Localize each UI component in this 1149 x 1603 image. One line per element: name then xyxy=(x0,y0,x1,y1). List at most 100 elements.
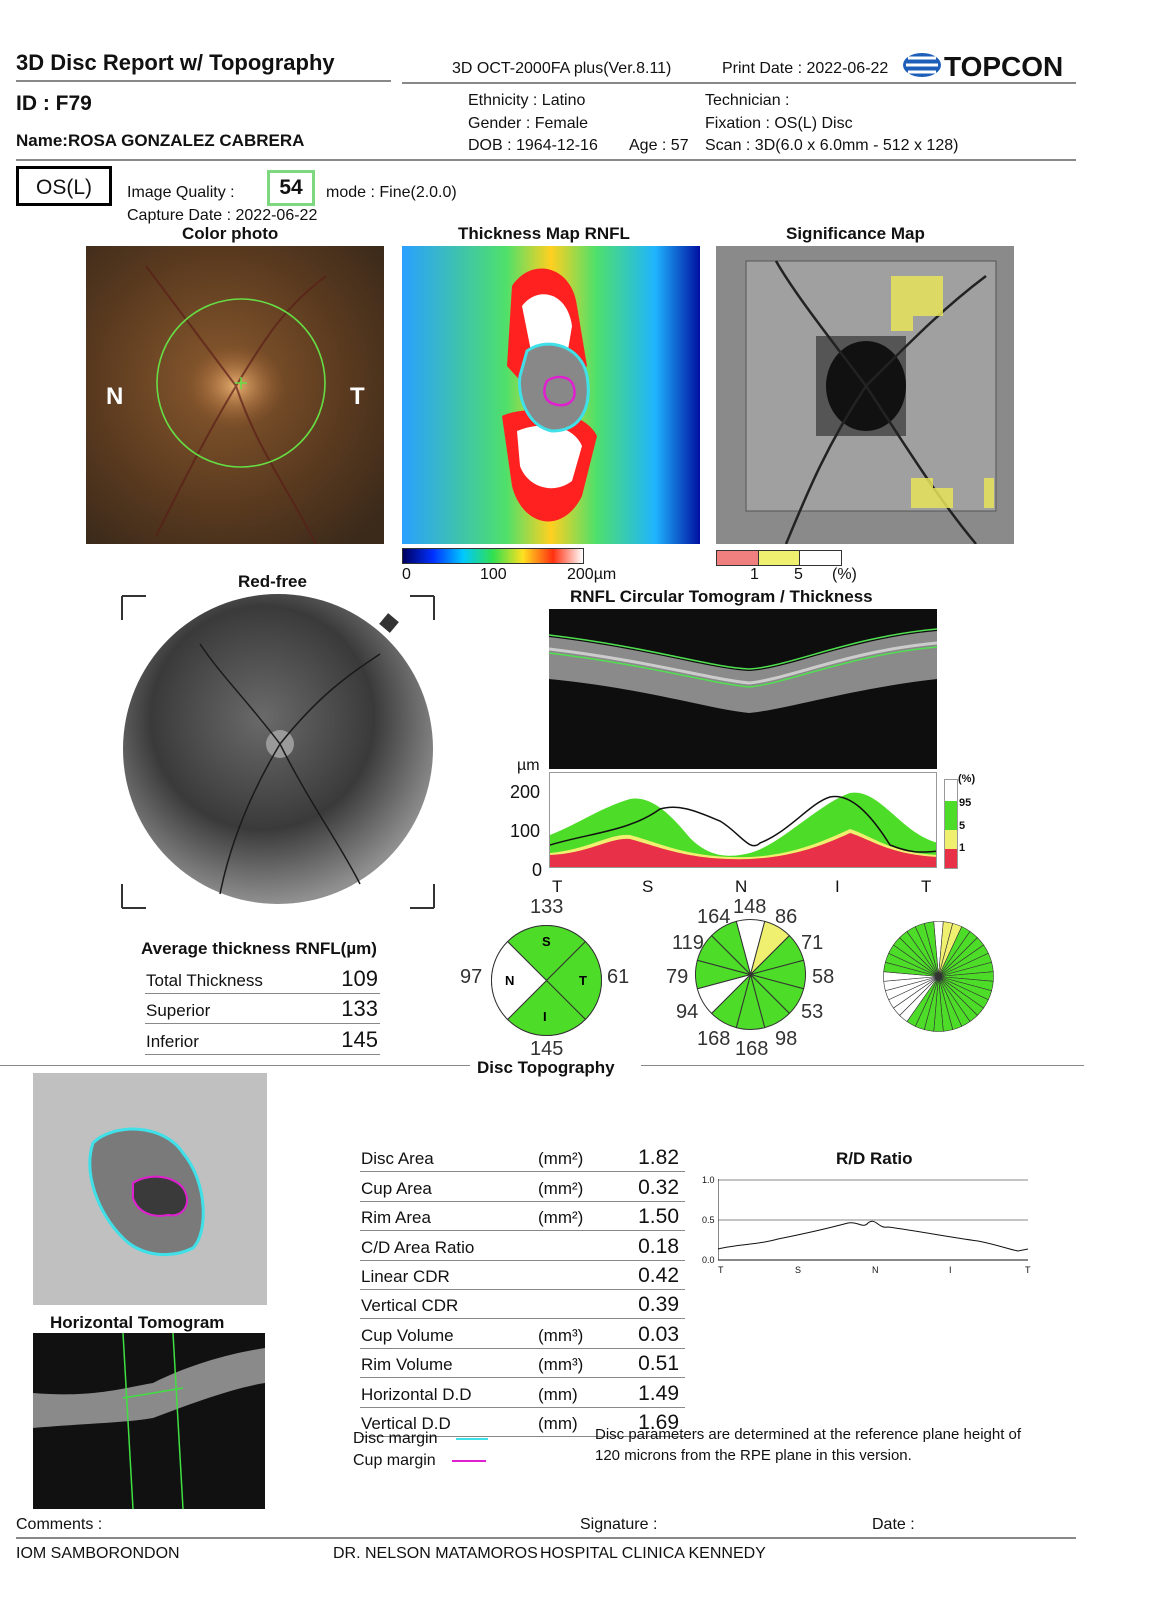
disc-margin-line xyxy=(456,1438,488,1440)
disc-param-label: Vertical D.D xyxy=(361,1413,451,1433)
svg-text:TOPCON: TOPCON xyxy=(944,51,1063,82)
disc-topography-title: Disc Topography xyxy=(477,1058,615,1077)
graph-xtick-t2: T xyxy=(921,877,932,896)
disc-param-value: 0.51 xyxy=(638,1352,679,1376)
disc-param-unit: (mm²) xyxy=(538,1178,584,1198)
avg-thickness-table: Total Thickness 109 Superior 133 Inferio… xyxy=(145,963,380,1056)
disc-param-row: Rim Area (mm²) 1.50 xyxy=(360,1202,685,1232)
significance-scale-5: 5 xyxy=(794,566,803,583)
disc-param-row: Horizontal D.D (mm) 1.49 xyxy=(360,1378,685,1408)
clock-12: 148 xyxy=(733,896,767,918)
report-title: 3D Disc Report w/ Topography xyxy=(16,50,335,75)
image-quality-value: 54 xyxy=(267,170,315,206)
disc-param-unit: (mm³) xyxy=(538,1325,584,1345)
disc-param-row: Vertical CDR 0.39 xyxy=(360,1290,685,1320)
thickness-scale-max: 200µm xyxy=(567,566,617,583)
fixation: Fixation : OS(L) Disc xyxy=(705,115,853,132)
disc-param-label: Rim Area xyxy=(361,1208,431,1228)
significance-scale-unit: (%) xyxy=(832,566,857,583)
age: Age : 57 xyxy=(629,137,689,154)
clock-5: 98 xyxy=(775,1028,798,1050)
clock-sector xyxy=(710,920,752,977)
quadrant-inferior-value: 145 xyxy=(530,1038,564,1060)
disc-param-row: Disc Area (mm²) 1.82 xyxy=(360,1143,685,1173)
disc-param-unit: (mm) xyxy=(538,1413,578,1433)
graph-legend-5: 5 xyxy=(959,820,966,832)
significance-map xyxy=(716,246,1014,544)
dob: DOB : 1964-12-16 xyxy=(468,137,598,154)
patient-name: Name:ROSA GONZALEZ CABRERA xyxy=(16,131,305,150)
circular-tomogram-title: RNFL Circular Tomogram / Thickness xyxy=(570,587,873,606)
thickness-map-title: Thickness Map RNFL xyxy=(458,224,630,243)
disc-note-line1: Disc parameters are determined at the re… xyxy=(595,1426,1022,1443)
eye-badge: OS(L) xyxy=(16,166,112,206)
disc-param-label: Cup Area xyxy=(361,1178,432,1198)
avg-row: Superior 133 xyxy=(145,994,380,1025)
svg-text:N: N xyxy=(106,383,123,410)
disc-param-row: Rim Volume (mm³) 0.51 xyxy=(360,1349,685,1379)
date-label: Date : xyxy=(872,1516,915,1533)
clock-10: 119 xyxy=(672,932,704,954)
clock-11: 164 xyxy=(697,906,731,928)
graph-legend xyxy=(944,779,958,869)
rd-ytick-1: 1.0 xyxy=(702,1175,715,1185)
rd-ratio-chart xyxy=(717,1179,1029,1261)
footer-doctor: DR. NELSON MATAMOROS xyxy=(333,1545,538,1562)
graph-xtick-s: S xyxy=(642,877,654,896)
cup-margin-legend: Cup margin xyxy=(353,1452,436,1469)
disc-param-label: Disc Area xyxy=(361,1149,434,1169)
device-version: 3D OCT-2000FA plus(Ver.8.11) xyxy=(452,60,672,77)
graph-xtick-n: N xyxy=(735,877,748,896)
color-fundus-photo: N T xyxy=(86,246,384,544)
disc-param-label: Linear CDR xyxy=(361,1266,450,1286)
significance-scale-1: 1 xyxy=(750,566,759,583)
graph-ytick-100: 100 xyxy=(510,821,541,841)
horizontal-tomogram-title: Horizontal Tomogram xyxy=(50,1313,225,1332)
svg-text:T: T xyxy=(350,383,365,410)
significance-color-scale xyxy=(716,550,842,566)
footer-institution: IOM SAMBORONDON xyxy=(16,1545,180,1562)
disc-param-value: 0.32 xyxy=(638,1175,679,1199)
graph-legend-1: 1 xyxy=(959,842,966,854)
clock-9: 79 xyxy=(666,966,689,988)
avg-row: Inferior 145 xyxy=(145,1024,380,1056)
graph-ytick-200: 200 xyxy=(510,782,541,802)
rd-xtick-s: S xyxy=(795,1265,802,1275)
clock-2: 71 xyxy=(801,932,824,954)
disc-param-value: 1.49 xyxy=(638,1381,679,1405)
svg-text:S: S xyxy=(542,934,551,949)
ethnicity: Ethnicity : Latino xyxy=(468,92,586,109)
disc-param-value: 0.39 xyxy=(638,1293,679,1317)
sector-36 xyxy=(923,921,939,977)
quadrant-chart: S N T I xyxy=(490,924,603,1037)
graph-legend-95: 95 xyxy=(959,797,972,809)
disc-param-value: 1.82 xyxy=(638,1146,679,1170)
disc-param-row: Cup Volume (mm³) 0.03 xyxy=(360,1319,685,1349)
thickness-scale-mid: 100 xyxy=(480,566,507,583)
avg-row: Total Thickness 109 xyxy=(145,963,380,994)
svg-text:T: T xyxy=(579,973,587,988)
red-free-image xyxy=(120,594,436,910)
patient-id: ID : F79 xyxy=(16,92,92,115)
thickness-color-scale xyxy=(402,548,584,564)
scan-mode: mode : Fine(2.0.0) xyxy=(326,184,457,201)
graph-unit: µm xyxy=(517,757,540,774)
capture-date: Capture Date : 2022-06-22 xyxy=(127,207,318,224)
topcon-logo: TOPCON xyxy=(900,48,1070,82)
graph-xtick-t1: T xyxy=(552,877,563,896)
footer-hospital: HOSPITAL CLINICA KENNEDY xyxy=(540,1545,766,1562)
sector-36-chart xyxy=(882,920,995,1033)
rnfl-thickness-map xyxy=(402,246,700,544)
rd-xtick-n: N xyxy=(872,1265,879,1275)
quadrant-superior-value: 133 xyxy=(530,896,564,918)
clock-7: 168 xyxy=(697,1028,731,1050)
clock-6: 168 xyxy=(735,1038,769,1060)
disc-param-unit: (mm³) xyxy=(538,1355,584,1375)
significance-map-title: Significance Map xyxy=(786,224,925,243)
graph-xtick-i: I xyxy=(835,877,840,896)
image-quality-label: Image Quality : xyxy=(127,184,235,201)
clock-hour-chart xyxy=(694,918,807,1031)
rd-xtick-i: I xyxy=(949,1265,952,1275)
clock-4: 53 xyxy=(801,1001,824,1023)
rd-xtick-t2: T xyxy=(1025,1265,1031,1275)
